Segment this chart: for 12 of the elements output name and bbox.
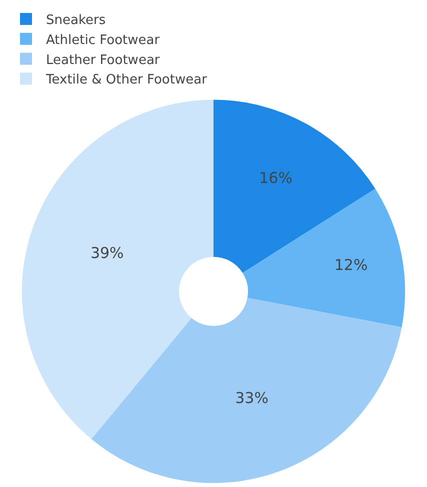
legend-label: Sneakers [46,13,106,28]
donut-slice [91,298,402,483]
donut-slice [22,100,214,440]
legend-label: Textile & Other Footwear [45,72,208,88]
donut-slice [214,100,376,273]
donut-slice [242,188,405,328]
legend-label: Athletic Footwear [46,32,160,48]
data-label: 16% [259,169,292,188]
data-label: 39% [90,244,124,262]
data-label: 12% [334,256,368,274]
legend-label: Leather Footwear [46,52,160,68]
data-label: 33% [235,388,268,407]
